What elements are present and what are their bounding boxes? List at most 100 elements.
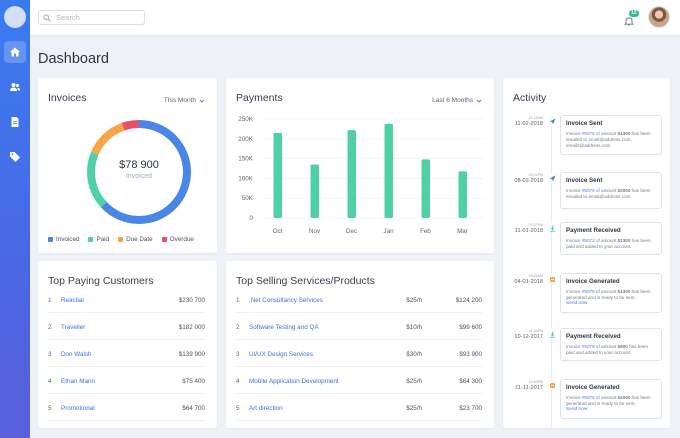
- service-rate: $25/h: [406, 405, 422, 412]
- x-tick-label: Nov: [309, 228, 321, 235]
- activity-item[interactable]: Invoice Generated Invoice #5079 of amount…: [560, 273, 662, 313]
- activity-description: Invoice #5079 of amount $1300 has been e…: [566, 131, 656, 149]
- desc-text: of amount: [594, 289, 618, 294]
- customer-link[interactable]: Don Walsh: [61, 351, 92, 358]
- invoice-icon: [549, 382, 555, 388]
- activity-item[interactable]: Invoice Generated Invoice #5079 of amount…: [560, 379, 662, 419]
- customer-value: $182 000: [178, 324, 205, 331]
- bar-dec[interactable]: [347, 130, 357, 218]
- service-link[interactable]: Art direction: [249, 405, 283, 412]
- service-row: 5 Art direction $25/h $23 700: [236, 395, 482, 421]
- activity-item[interactable]: Payment Received Invoice #5079 of amount …: [560, 328, 662, 361]
- search-icon: [43, 13, 51, 22]
- y-tick-label: 100K: [238, 175, 254, 182]
- bar-nov[interactable]: [310, 164, 320, 218]
- legend-swatch: [88, 237, 94, 242]
- bar-mar[interactable]: [458, 171, 468, 218]
- search-box[interactable]: [38, 10, 145, 25]
- activity-date: 08-02-2018: [514, 178, 543, 184]
- service-link[interactable]: UI/UX Design Services: [249, 351, 314, 358]
- invoice-link[interactable]: #5079: [581, 188, 595, 193]
- desc-text: has been generated and is ready to be se…: [566, 395, 651, 406]
- send-now-link[interactable]: Send now: [566, 301, 588, 306]
- service-value: $93 900: [459, 351, 482, 358]
- legend-label: Overdue: [169, 236, 194, 243]
- activity-card: Activity 11:15AM 11-02-2018 Invoice Sent In…: [503, 78, 670, 428]
- activity-icon-wrapper: [547, 116, 557, 126]
- activity-title: Payment Received: [566, 227, 621, 234]
- payments-filter-dropdown[interactable]: Last 6 Months: [432, 97, 482, 104]
- y-tick-label: 0: [249, 215, 253, 222]
- send-icon: [549, 175, 555, 181]
- activity-title: Invoice Sent: [566, 177, 603, 184]
- customer-row: 3 Don Walsh $139 900: [48, 341, 205, 367]
- sidebar-avatar[interactable]: [4, 6, 26, 28]
- customer-link[interactable]: Traveller: [61, 324, 86, 331]
- desc-text: Invoice: [566, 395, 582, 400]
- customer-link[interactable]: Promotional: [61, 405, 95, 412]
- sidebar-item-customers[interactable]: [4, 76, 26, 98]
- send-now-link[interactable]: Send now: [566, 407, 588, 412]
- bar-oct[interactable]: [273, 132, 283, 218]
- rank: 2: [48, 324, 52, 331]
- rank: 2: [236, 324, 240, 331]
- bar-feb[interactable]: [421, 159, 431, 218]
- amount: $1300: [617, 238, 631, 243]
- activity-icon-wrapper: [547, 329, 557, 339]
- activity-icon-wrapper: [547, 380, 557, 390]
- activity-date: 10-12-2017: [514, 334, 543, 340]
- activity-item[interactable]: Invoice Sent Invoice #5079 of amount $130…: [560, 115, 662, 155]
- legend-swatch: [118, 237, 124, 242]
- service-link[interactable]: .Net Consultancy Services: [249, 297, 323, 304]
- notifications-button[interactable]: 12: [623, 10, 639, 26]
- activity-item[interactable]: Invoice Sent Invoice #5079 of amount $200…: [560, 172, 662, 209]
- top-bar: 12: [30, 0, 680, 36]
- home-icon: [10, 47, 20, 57]
- sidebar: [0, 0, 30, 438]
- legend-label: Invoiced: [56, 236, 80, 243]
- desc-text: has been paid and added to your account.: [566, 238, 651, 249]
- desc-text: of amount: [594, 395, 618, 400]
- amount: $2000: [617, 395, 631, 400]
- invoice-link[interactable]: #5072: [581, 238, 595, 243]
- invoice-link[interactable]: #5079: [581, 395, 595, 400]
- desc-text: has been generated and is ready to be se…: [566, 289, 651, 300]
- sidebar-item-home[interactable]: [4, 41, 26, 63]
- sidebar-item-invoices[interactable]: [4, 111, 26, 133]
- customer-value: $75 400: [182, 378, 205, 385]
- legend-swatch: [48, 237, 53, 242]
- timeline-line: [551, 117, 552, 427]
- service-row: 4 Mobile Application Development $25/h $64 …: [236, 368, 482, 394]
- activity-item[interactable]: Payment Received Invoice #5072 of amount …: [560, 222, 662, 255]
- document-icon: [11, 117, 19, 127]
- service-link[interactable]: Mobile Application Development: [249, 378, 339, 385]
- activity-date: 11-02-2018: [514, 121, 543, 127]
- legend-swatch: [161, 237, 167, 242]
- search-input[interactable]: [56, 13, 141, 22]
- service-value: $23 700: [459, 405, 482, 412]
- desc-text: of amount: [594, 188, 618, 193]
- desc-text: of amount: [594, 238, 618, 243]
- invoice-link[interactable]: #5079: [581, 344, 595, 349]
- user-avatar[interactable]: [648, 6, 670, 28]
- invoice-link[interactable]: #5079: [581, 289, 595, 294]
- activity-date: 11-11-2017: [515, 385, 543, 391]
- customer-link[interactable]: Ethan Mann: [61, 378, 95, 385]
- invoices-filter-dropdown[interactable]: This Month: [164, 97, 205, 104]
- sidebar-item-products[interactable]: [4, 146, 26, 168]
- customer-row: 2 Traveller $182 000: [48, 314, 205, 340]
- download-icon: [549, 225, 555, 232]
- filter-label: This Month: [163, 97, 196, 104]
- donut-segment-paid: [87, 120, 191, 224]
- rank: 5: [48, 405, 52, 412]
- invoice-link[interactable]: #5079: [581, 131, 595, 136]
- service-row: 2 Software Testing and QA $10/h $99 600: [236, 314, 482, 340]
- payments-card: Payments Last 6 Months 0 50K 100K 150K 200K 2…: [226, 78, 494, 253]
- activity-icon-wrapper: [547, 274, 557, 284]
- payments-bar-chart: 0 50K 100K 150K 200K 250K Oct Nov Dec Jan Feb Mar: [238, 116, 484, 235]
- bar-jan[interactable]: [384, 123, 394, 218]
- invoices-donut-chart: [87, 120, 191, 224]
- service-link[interactable]: Software Testing and QA: [249, 324, 319, 331]
- x-tick-label: Dec: [346, 228, 357, 235]
- customer-link[interactable]: Reactial: [61, 297, 84, 304]
